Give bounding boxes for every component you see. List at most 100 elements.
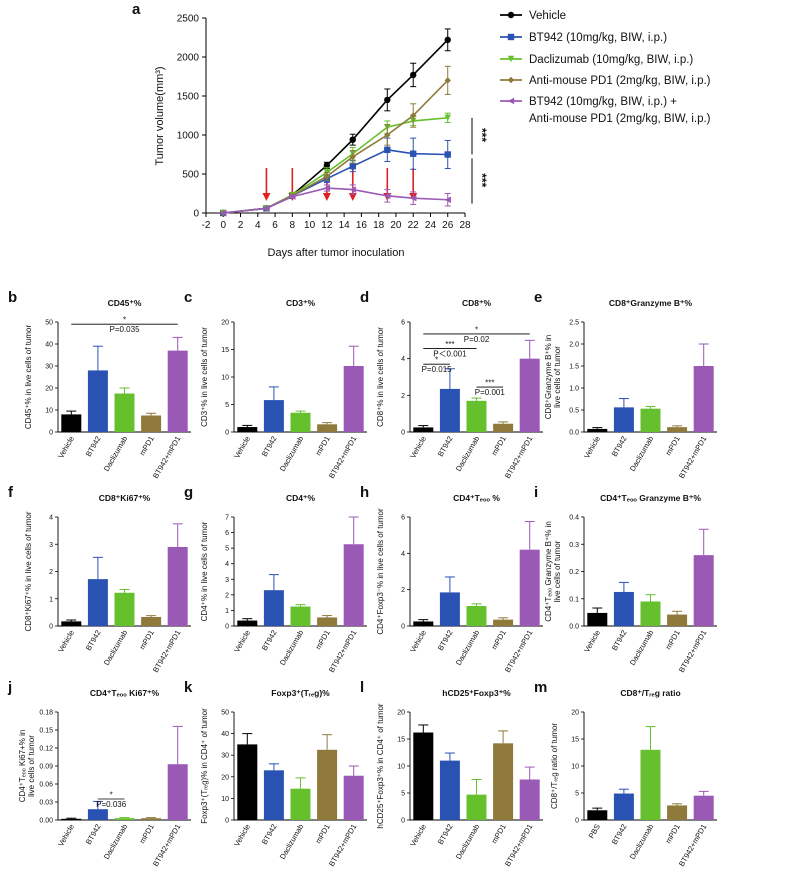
y-axis-label: CD4⁺% in live cells of tumor bbox=[200, 521, 209, 621]
panel-m: m CD8⁺/Tᵣₑg ratio 0 5 10 15 20 CD8⁺/Tᵣₑg ratio … bbox=[534, 679, 717, 868]
category-label: BT942 bbox=[610, 823, 629, 847]
x-tick-label: -2 bbox=[202, 220, 211, 231]
dosing-arrow-head bbox=[348, 193, 357, 201]
category-label: mPD1 bbox=[314, 629, 332, 652]
y-tick-label: 0 bbox=[49, 624, 53, 631]
category-label: Daclizumab bbox=[102, 629, 129, 667]
legend-label: Anti-mouse PD1 (2mg/kg, BIW, i.p.) bbox=[529, 75, 711, 87]
x-tick-label: 18 bbox=[373, 220, 385, 231]
y-axis-label: CD45⁺% in live cells of tumor bbox=[24, 325, 33, 430]
panel-f: f CD8⁺Ki67⁺% 0 1 2 3 4 CD8⁺Ki67⁺% in live cells… bbox=[8, 484, 191, 674]
bar bbox=[317, 749, 338, 820]
y-tick-label: 0.5 bbox=[569, 408, 579, 415]
bar bbox=[693, 555, 714, 626]
y-tick-label: 0.3 bbox=[569, 542, 579, 549]
sig-stars: *** bbox=[475, 173, 489, 187]
category-label: Daclizumab bbox=[628, 435, 655, 473]
category-label: BT942+mPD1 bbox=[151, 823, 182, 868]
data-point bbox=[507, 55, 515, 63]
category-label: mPD1 bbox=[138, 629, 156, 652]
sig-stars: * bbox=[123, 316, 126, 325]
category-label: mPD1 bbox=[664, 823, 682, 846]
y-tick-label: 2500 bbox=[177, 14, 200, 25]
y-tick-label: 40 bbox=[45, 342, 53, 349]
y-tick-label: 0.00 bbox=[39, 818, 53, 825]
category-label: BT942+mPD1 bbox=[327, 435, 358, 480]
data-point bbox=[349, 136, 356, 143]
bar bbox=[61, 414, 82, 432]
category-label: BT942+mPD1 bbox=[503, 629, 534, 674]
sig-stars: *** bbox=[475, 128, 489, 142]
y-tick-label: 0.06 bbox=[39, 782, 53, 789]
x-tick-label: 0 bbox=[220, 220, 226, 231]
category-label: BT942+mPD1 bbox=[677, 435, 708, 480]
data-point bbox=[384, 192, 391, 200]
bar bbox=[114, 393, 135, 432]
y-tick-label: 50 bbox=[221, 710, 229, 717]
category-label: Vehicle bbox=[582, 435, 602, 460]
category-label: BT942 bbox=[260, 629, 279, 653]
series-BT942 bbox=[220, 137, 451, 217]
y-tick-label: 4 bbox=[401, 356, 405, 363]
bar bbox=[466, 400, 487, 432]
y-tick-label: 1 bbox=[49, 596, 53, 603]
x-tick-label: 6 bbox=[272, 220, 278, 231]
y-tick-label: 6 bbox=[401, 320, 405, 327]
y-axis-label: Tumor volume(mm³) bbox=[154, 66, 166, 165]
y-axis-label: CD4⁺Tₑₒₒ Ki67+% in bbox=[18, 730, 27, 803]
bar bbox=[317, 617, 338, 626]
x-tick-label: 12 bbox=[321, 220, 333, 231]
category-label: Daclizumab bbox=[278, 629, 305, 667]
category-label: Vehicle bbox=[408, 823, 428, 848]
bar bbox=[439, 592, 460, 626]
panel-letter-f: f bbox=[8, 484, 14, 501]
x-tick-label: 24 bbox=[425, 220, 437, 231]
series-BT942+mPD1 bbox=[220, 184, 451, 217]
bar bbox=[290, 606, 311, 626]
panel-letter-h: h bbox=[360, 484, 369, 501]
y-tick-label: 0.03 bbox=[39, 800, 53, 807]
category-label: mPD1 bbox=[664, 629, 682, 652]
sig-pvalue: P=0.02 bbox=[464, 335, 490, 344]
category-label: mPD1 bbox=[138, 435, 156, 458]
category-label: mPD1 bbox=[664, 435, 682, 458]
bar bbox=[613, 591, 634, 626]
data-point bbox=[410, 112, 417, 119]
bar bbox=[466, 794, 487, 820]
category-label: Daclizumab bbox=[454, 629, 481, 667]
category-label: BT942 bbox=[84, 629, 103, 653]
bar bbox=[343, 366, 364, 432]
y-tick-label: 5 bbox=[225, 402, 229, 409]
bar bbox=[114, 818, 135, 820]
data-point bbox=[323, 184, 331, 192]
category-label: BT942 bbox=[260, 435, 279, 459]
panel-letter-e: e bbox=[534, 289, 542, 306]
y-tick-label: 0 bbox=[225, 430, 229, 437]
category-label: Daclizumab bbox=[628, 823, 655, 861]
y-tick-label: 6 bbox=[225, 530, 229, 537]
panel-h: h CD4⁺Tₑₒₒ % 0 2 4 6 CD4⁺Foxp3⁻% in live cells… bbox=[360, 484, 543, 674]
bar bbox=[613, 407, 634, 432]
category-label: Daclizumab bbox=[278, 823, 305, 861]
y-tick-label: 2000 bbox=[177, 53, 200, 64]
data-point bbox=[323, 173, 331, 180]
x-tick-label: 22 bbox=[408, 220, 420, 231]
x-tick-label: 10 bbox=[304, 220, 316, 231]
panel-l: l hCD25⁺Foxp3⁺% 0 5 10 15 20 hCD25⁺Foxp3⁺% in C… bbox=[360, 679, 543, 868]
x-tick-label: 14 bbox=[339, 220, 351, 231]
panel-title: CD8⁺Ki67⁺% bbox=[99, 493, 151, 503]
panel-d: d CD8⁺% 0 2 4 6 CD8⁺% in live cells of tumor Ve… bbox=[360, 289, 543, 480]
category-label: Daclizumab bbox=[102, 435, 129, 473]
series-line bbox=[223, 187, 448, 214]
y-tick-label: 2 bbox=[49, 569, 53, 576]
y-tick-label: 0.0 bbox=[569, 624, 579, 631]
y-tick-label: 5 bbox=[225, 546, 229, 553]
y-tick-label: 1.5 bbox=[569, 364, 579, 371]
bar bbox=[493, 743, 514, 820]
category-label: Vehicle bbox=[408, 435, 428, 460]
panel-k: k Foxp3⁺(Tᵣₑg)% 0 10 20 30 40 50 Foxp3⁺(Tᵣₑg)% i… bbox=[184, 679, 367, 868]
data-point bbox=[507, 76, 515, 84]
panel-title: CD8⁺% bbox=[462, 298, 491, 308]
y-tick-label: 6 bbox=[401, 515, 405, 522]
bar bbox=[493, 619, 514, 626]
